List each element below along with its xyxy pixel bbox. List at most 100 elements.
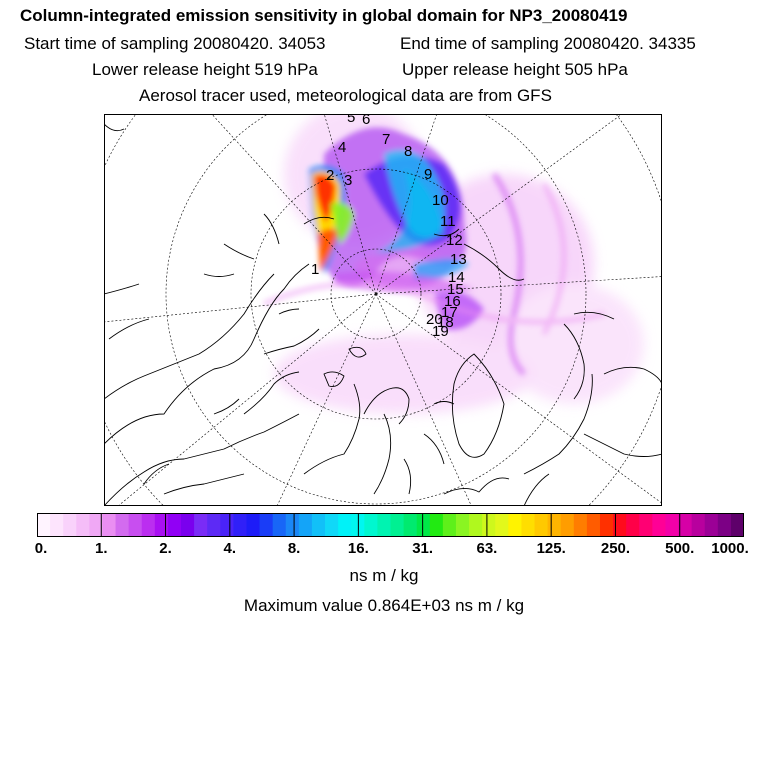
colorbar-tick-label: 16.	[347, 540, 369, 557]
colorbar-swatch	[37, 513, 51, 537]
plot-title: Column-integrated emission sensitivity i…	[20, 6, 628, 25]
colorbar-tick-label: 250.	[600, 540, 631, 557]
colorbar-swatch	[403, 513, 418, 537]
colorbar-swatch	[534, 513, 549, 537]
colorbar-swatch	[220, 513, 234, 537]
maximum-value-text: Maximum value 0.864E+03 ns m / kg	[243, 596, 525, 615]
colorbar-swatch	[717, 513, 732, 537]
colorbar-swatch	[508, 513, 522, 537]
trajectory-label: 3	[344, 172, 352, 189]
colorbar-swatch	[338, 513, 352, 537]
trajectory-labels: 1 2 3 4 5 6 7 8 9 10 11 12 13 14 15 16 1…	[311, 114, 467, 340]
colorbar-swatch	[639, 513, 653, 537]
colorbar-swatch	[102, 513, 117, 537]
colorbar-swatch	[416, 513, 431, 537]
trajectory-label: 12	[446, 232, 463, 249]
trajectory-label: 20	[426, 311, 443, 328]
colorbar-swatch	[233, 513, 247, 537]
upper-release-text: Upper release height 505 hPa	[402, 60, 628, 79]
colorbar-swatch	[599, 513, 614, 537]
colorbar-swatch	[495, 513, 509, 537]
colorbar-swatch	[364, 513, 378, 537]
polar-map: 1 2 3 4 5 6 7 8 9 10 11 12 13 14 15 16 1…	[104, 114, 662, 506]
trajectory-label: 10	[432, 192, 449, 209]
graticule	[104, 114, 662, 506]
colorbar-swatch	[128, 513, 143, 537]
tracer-text: Aerosol tracer used, meteorological data…	[139, 86, 552, 105]
trajectory-label: 18	[437, 314, 454, 331]
trajectory-label: 15	[447, 281, 464, 298]
colorbar-swatch	[429, 513, 444, 537]
colorbar-swatch	[730, 513, 744, 537]
colorbar-swatch	[691, 513, 706, 537]
trajectory-label: 7	[382, 131, 390, 148]
map-frame	[104, 114, 662, 506]
colorbar-frame	[37, 513, 744, 537]
colorbar-swatch	[259, 513, 274, 537]
colorbar-tick-label: 8.	[287, 540, 301, 557]
colorbar-swatch	[482, 513, 496, 537]
colorbar-swatch	[377, 513, 391, 537]
colorbar-tick-label: 4.	[223, 540, 237, 557]
colorbar-swatch	[311, 513, 326, 537]
colorbar-swatch	[573, 513, 588, 537]
trajectory-label: 5	[347, 114, 355, 126]
units-label: ns m / kg	[349, 566, 419, 585]
colorbar-swatch	[665, 513, 680, 537]
colorbar-tick-label: 500.	[665, 540, 695, 557]
colorbar-swatch	[194, 513, 208, 537]
colorbar-tick-label: 2.	[159, 540, 172, 557]
colorbar-swatch	[154, 513, 169, 537]
trajectory-label: 19	[432, 323, 449, 340]
colorbar-swatch	[285, 513, 300, 537]
trajectory-label: 2	[326, 167, 334, 184]
colorbar-swatch	[76, 513, 90, 537]
colorbar-swatch	[246, 513, 261, 537]
colorbar-swatch	[521, 513, 536, 537]
colorbar-swatch	[586, 513, 601, 537]
colorbar-swatch	[167, 513, 182, 537]
lower-release-text: Lower release height 519 hPa	[92, 60, 318, 79]
trajectory-label: 14	[448, 269, 465, 286]
colorbar-tick-label: 0.	[34, 540, 48, 557]
trajectory-label: 11	[440, 213, 456, 230]
colorbar-tick-labels: 0. 1. 2. 4. 8. 16. 31. 63. 125. 250. 500. 1000.	[0, 540, 768, 562]
colorbar-swatch	[704, 513, 719, 537]
colorbar-swatch	[141, 513, 156, 537]
colorbar-tick-label: 63.	[476, 540, 498, 557]
colorbar-swatch	[89, 513, 103, 537]
end-time-text: End time of sampling 20080420. 34335	[400, 34, 696, 53]
colorbar-swatch	[63, 513, 77, 537]
colorbar-swatch	[652, 513, 666, 537]
trajectory-label: 16	[444, 293, 461, 310]
colorbar-swatch	[115, 513, 130, 537]
colorbar-swatch	[272, 513, 287, 537]
trajectory-label: 13	[450, 251, 467, 268]
colorbar-tick-label: 31.	[412, 540, 434, 557]
colorbar-swatch	[547, 513, 562, 537]
trajectory-label: 8	[404, 143, 412, 160]
trajectory-label: 17	[441, 304, 458, 321]
coastlines	[104, 123, 662, 506]
trajectory-label: 4	[338, 139, 346, 156]
colorbar-swatch	[613, 513, 627, 537]
colorbar-swatch	[469, 513, 483, 537]
sensitivity-field	[262, 114, 644, 414]
colorbar-swatch	[560, 513, 575, 537]
colorbar	[37, 513, 744, 537]
colorbar-swatch	[390, 513, 405, 537]
start-time-text: Start time of sampling 20080420. 34053	[24, 34, 326, 53]
colorbar-swatch	[298, 513, 313, 537]
colorbar-tick-label: 125.	[536, 540, 566, 557]
colorbar-swatch	[442, 513, 457, 537]
trajectory-label: 1	[311, 261, 319, 278]
colorbar-tick-label: 1.	[95, 540, 108, 557]
colorbar-swatch	[455, 513, 470, 537]
trajectory-label: 6	[362, 114, 370, 128]
colorbar-swatch	[626, 513, 640, 537]
colorbar-tick-label: 1000.	[711, 540, 749, 557]
colorbar-swatch	[207, 513, 221, 537]
colorbar-swatch	[678, 513, 693, 537]
colorbar-swatch	[181, 513, 195, 537]
trajectory-label: 9	[424, 166, 432, 183]
